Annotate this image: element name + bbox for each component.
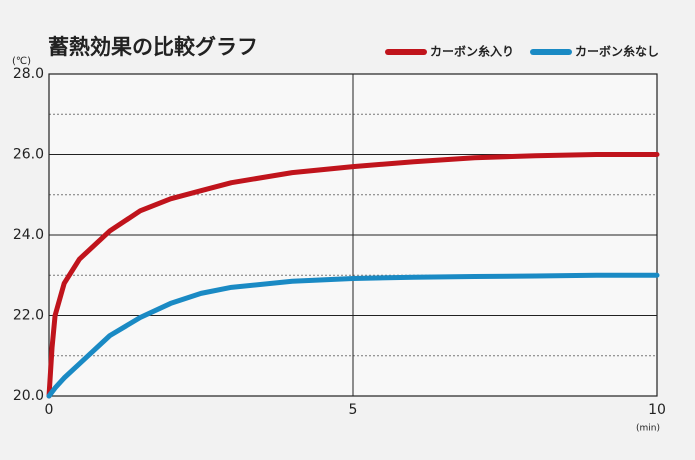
line (46, 152, 660, 399)
y-tick-label: 26.0 (13, 147, 44, 163)
chart-title: 蓄熱効果の比較グラフ (48, 35, 258, 59)
legend-label: カーボン糸なし (575, 44, 659, 59)
x-tick-label: 5 (349, 402, 358, 418)
y-tick-label: 22.0 (13, 308, 44, 324)
y-tick-label: 28.0 (13, 66, 44, 82)
line (46, 272, 660, 399)
y-axis-label: (℃) (12, 56, 31, 67)
x-tick-label: 10 (648, 402, 666, 418)
legend-label: カーボン糸入り (430, 44, 514, 59)
y-tick-label: 20.0 (13, 388, 44, 404)
x-tick-label: 0 (45, 402, 54, 418)
x-axis-label: (min) (636, 424, 660, 434)
y-tick-label: 24.0 (13, 227, 44, 243)
plot-border (48, 73, 658, 397)
